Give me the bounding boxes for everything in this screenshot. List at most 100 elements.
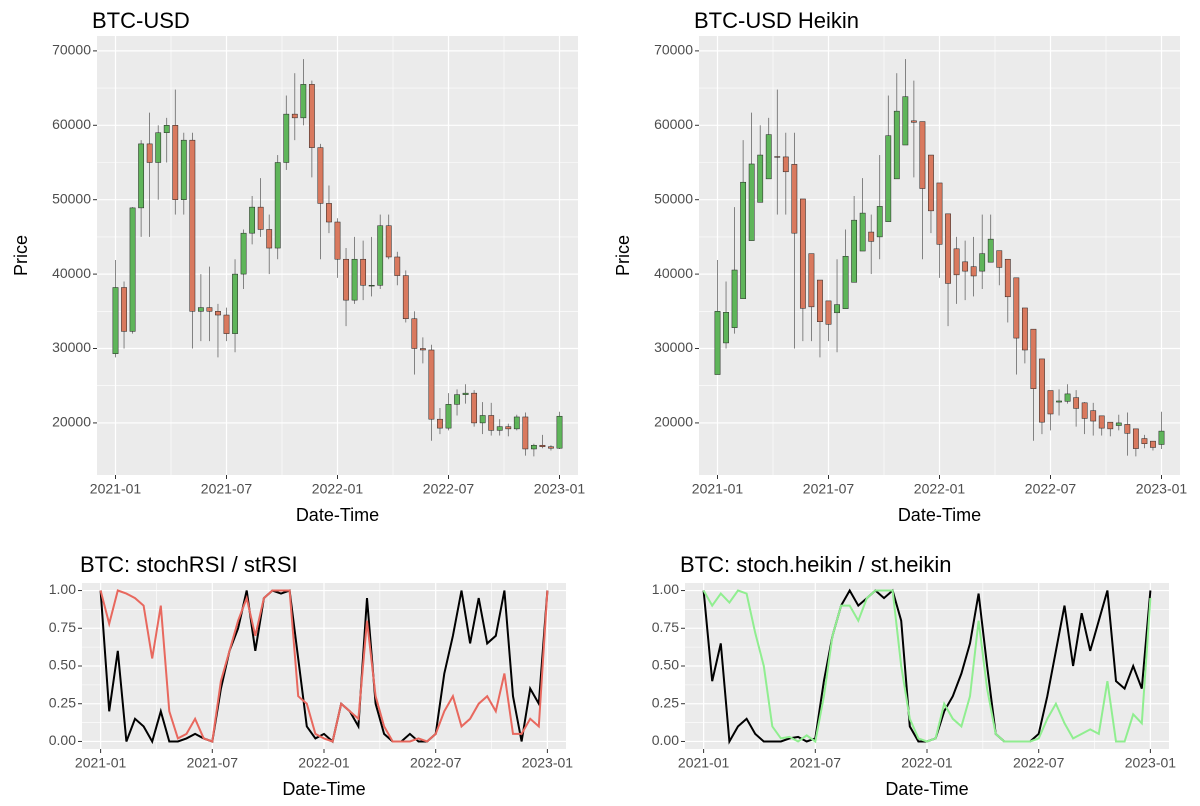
candle-body [774,156,781,158]
chart-title: BTC: stoch.heikin / st.heikin [680,552,951,577]
candle-body [970,266,977,277]
candle-body [138,143,145,209]
candle-body [223,314,230,334]
x-tick-label: 2023-01 [1125,755,1177,771]
candle-body [731,269,738,328]
candle-body [799,198,806,309]
y-tick-label: 40000 [654,265,693,281]
y-tick-label: 0.00 [652,732,679,748]
candle-body [146,143,153,163]
candle-body [714,311,721,375]
candle-body [530,444,537,450]
x-tick-label: 2021-07 [790,755,842,771]
x-tick-label: 2022-07 [410,755,462,771]
candle-body [825,300,832,325]
candle-body [791,164,798,234]
series-line [702,589,1152,744]
candle-body [189,139,196,312]
candle-body [385,225,392,258]
x-tick-label: 2022-01 [312,481,364,497]
candle-body [902,96,909,146]
candle-body [834,304,840,314]
candle-body [215,311,221,316]
candle-body [257,206,264,230]
candle-body [522,416,529,450]
candle-body [445,404,452,429]
candle-body [1047,390,1054,415]
candle-body [1098,415,1105,429]
x-tick-label: 2021-07 [201,481,253,497]
candle-body [300,84,307,119]
panel: 0.00 0.25 0.50 0.75 1.00 2021-01 2021-07 2022-0… [49,552,574,799]
y-tick-label: 60000 [654,116,693,132]
candle-body [539,444,546,447]
candle-body [556,415,563,449]
candle-body [928,154,934,212]
candle-body [1073,397,1080,409]
x-tick-label: 2021-01 [90,481,142,497]
candle-body [1021,307,1028,351]
y-tick-label: 0.75 [652,619,679,635]
candle-body [351,258,358,301]
y-tick-label: 1.00 [652,581,679,597]
x-tick-label: 2022-07 [423,481,475,497]
candle-body [377,225,384,286]
candle-body [240,232,247,275]
y-tick-label: 40000 [52,265,91,281]
candle-body [437,418,443,429]
x-tick-label: 2022-01 [914,481,966,497]
candle-body [1039,358,1045,423]
x-tick-label: 2023-01 [534,481,586,497]
candle-body [945,213,951,284]
candle-body [808,253,815,308]
y-tick-label: 0.75 [49,619,76,635]
candle-body [308,84,315,148]
candle-body [1107,421,1114,430]
panel: 20000 30000 40000 50000 60000 70000 2021-01 202… [613,8,1188,525]
y-tick-label: 50000 [52,190,91,206]
candle-body [740,181,747,299]
candle-body [112,287,119,354]
candle-body [428,349,435,420]
candle-body [266,229,273,249]
candle-body [1090,410,1097,422]
candle-body [962,261,969,272]
y-tick-label: 1.00 [49,581,76,597]
candle-body [488,415,495,431]
candle-body [757,154,764,203]
x-tick-label: 2021-07 [803,481,855,497]
y-tick-label: 30000 [52,339,91,355]
y-tick-label: 0.25 [49,694,76,710]
candle-body [206,307,213,312]
x-tick-label: 2021-01 [692,481,744,497]
candle-body [885,135,892,222]
candle-body [919,121,926,189]
x-tick-label: 2021-01 [75,755,127,771]
candle-body [876,206,883,238]
candle-body [1064,393,1071,402]
candle-body [1124,424,1131,434]
candle-body [121,287,127,332]
candle-body [851,219,858,283]
candle-body [479,415,486,424]
chart-title: BTC: stochRSI / stRSI [80,552,298,577]
candle-body [172,125,179,200]
candle-body [394,256,401,276]
candle-body [723,311,729,344]
y-tick-label: 0.50 [652,657,679,673]
candle-body [197,307,204,312]
candle-body [1004,258,1011,298]
panel: 0.00 0.25 0.50 0.75 1.00 2021-01 2021-07 2022-0… [652,552,1177,799]
x-tick-label: 2022-07 [1025,481,1077,497]
candle-body [283,113,290,163]
chart-title: BTC-USD [92,8,190,33]
candle-body [402,275,409,319]
candle-body [782,156,789,173]
candle-body [462,392,469,395]
candle-body [1030,328,1037,389]
candle-body [249,206,256,234]
candle-body [513,416,520,430]
y-tick-label: 20000 [654,414,693,430]
candle-body [334,221,341,260]
